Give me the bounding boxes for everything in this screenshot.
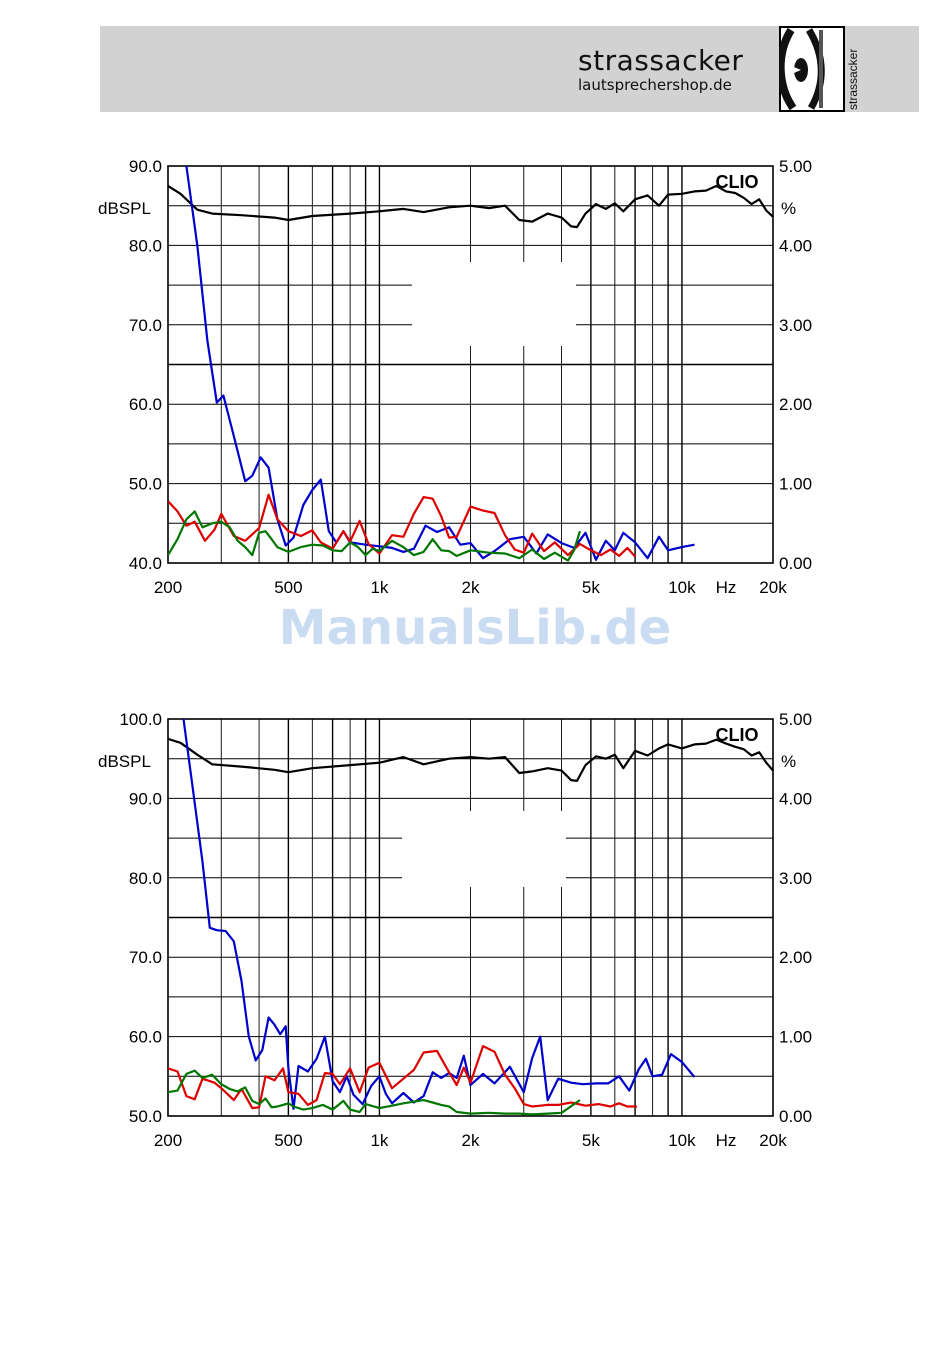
y2-tick-label: 1.00: [779, 1028, 812, 1047]
y-tick-label: 60.0: [129, 1028, 162, 1047]
y2-axis-label: %: [781, 752, 796, 771]
speaker-logo-icon: [776, 26, 845, 112]
x-tick-label: 1k: [370, 1131, 388, 1150]
y2-tick-label: 2.00: [779, 395, 812, 414]
series-line-3: [168, 510, 581, 562]
clio-badge: CLIO: [716, 725, 759, 745]
x-tick-label: 5k: [582, 578, 600, 597]
y-tick-label: 80.0: [129, 236, 162, 255]
x-tick-label: 200: [154, 578, 182, 597]
blank-patch: [412, 262, 576, 346]
x-tick-label: 500: [274, 578, 302, 597]
y-tick-label: 50.0: [129, 1107, 162, 1126]
x-axis-label: Hz: [716, 1131, 737, 1150]
x-tick-label: 2k: [462, 578, 480, 597]
x-tick-label: 500: [274, 1131, 302, 1150]
y2-tick-label: 2.00: [779, 948, 812, 967]
grid: [167, 718, 774, 1117]
y2-tick-label: 0.00: [779, 554, 812, 573]
logo-vertical-text: strassacker: [846, 49, 860, 110]
y-tick-label: 60.0: [129, 395, 162, 414]
x-tick-label: 200: [154, 1131, 182, 1150]
series-line-1: [182, 719, 696, 1110]
y2-tick-label: 3.00: [779, 869, 812, 888]
badge-bg: [706, 723, 768, 745]
y-tick-label: 100.0: [119, 710, 162, 729]
y-tick-label: 90.0: [129, 789, 162, 808]
y-axis-label: dBSPL: [98, 199, 151, 218]
y-axis-label: dBSPL: [98, 752, 151, 771]
badge-bg: [706, 170, 768, 192]
series-line-0: [168, 737, 773, 782]
blank-patch: [402, 811, 566, 887]
watermark: ManualsLib.de: [278, 600, 672, 656]
y-tick-label: 80.0: [129, 869, 162, 888]
frequency-response-chart-2: 100.0 90.0 80.0 70.0 60.0 50.0 5.00 4.00 3.00 2.0…: [98, 710, 812, 1150]
y-tick-label: 70.0: [129, 948, 162, 967]
y2-axis-label: %: [781, 199, 796, 218]
y-tick-label: 70.0: [129, 316, 162, 335]
x-tick-label: 10k: [668, 578, 696, 597]
frequency-response-chart-1: 90.0 80.0 70.0 60.0 50.0 40.0 5.00 4.00 3.00 2.00…: [98, 157, 812, 597]
x-tick-label: 1k: [370, 578, 388, 597]
y2-tick-label: 4.00: [779, 789, 812, 808]
x-tick-label: 10k: [668, 1131, 696, 1150]
y2-tick-label: 5.00: [779, 710, 812, 729]
brand-site: lautsprechershop.de: [578, 76, 732, 94]
series-line-1: [185, 166, 695, 561]
y2-tick-label: 5.00: [779, 157, 812, 176]
series-line-0: [168, 184, 773, 229]
x-tick-label: 20k: [759, 578, 787, 597]
x-tick-label: 20k: [759, 1131, 787, 1150]
x-tick-label: 2k: [462, 1131, 480, 1150]
y2-tick-label: 1.00: [779, 475, 812, 494]
clio-badge: CLIO: [716, 172, 759, 192]
brand-name: strassacker: [578, 44, 744, 77]
y-tick-label: 50.0: [129, 475, 162, 494]
svg-text:strassacker: strassacker: [846, 49, 860, 110]
series-line-2: [168, 1045, 637, 1110]
x-tick-label: 5k: [582, 1131, 600, 1150]
y2-tick-label: 0.00: [779, 1107, 812, 1126]
y2-tick-label: 4.00: [779, 236, 812, 255]
plot-frame: [167, 165, 774, 564]
series-line-3: [168, 1069, 581, 1116]
y2-tick-label: 3.00: [779, 316, 812, 335]
series-line-2: [168, 493, 636, 558]
y-tick-label: 40.0: [129, 554, 162, 573]
x-axis-label: Hz: [716, 578, 737, 597]
plot-frame: [167, 718, 774, 1117]
y-tick-label: 90.0: [129, 157, 162, 176]
grid: [167, 165, 774, 564]
